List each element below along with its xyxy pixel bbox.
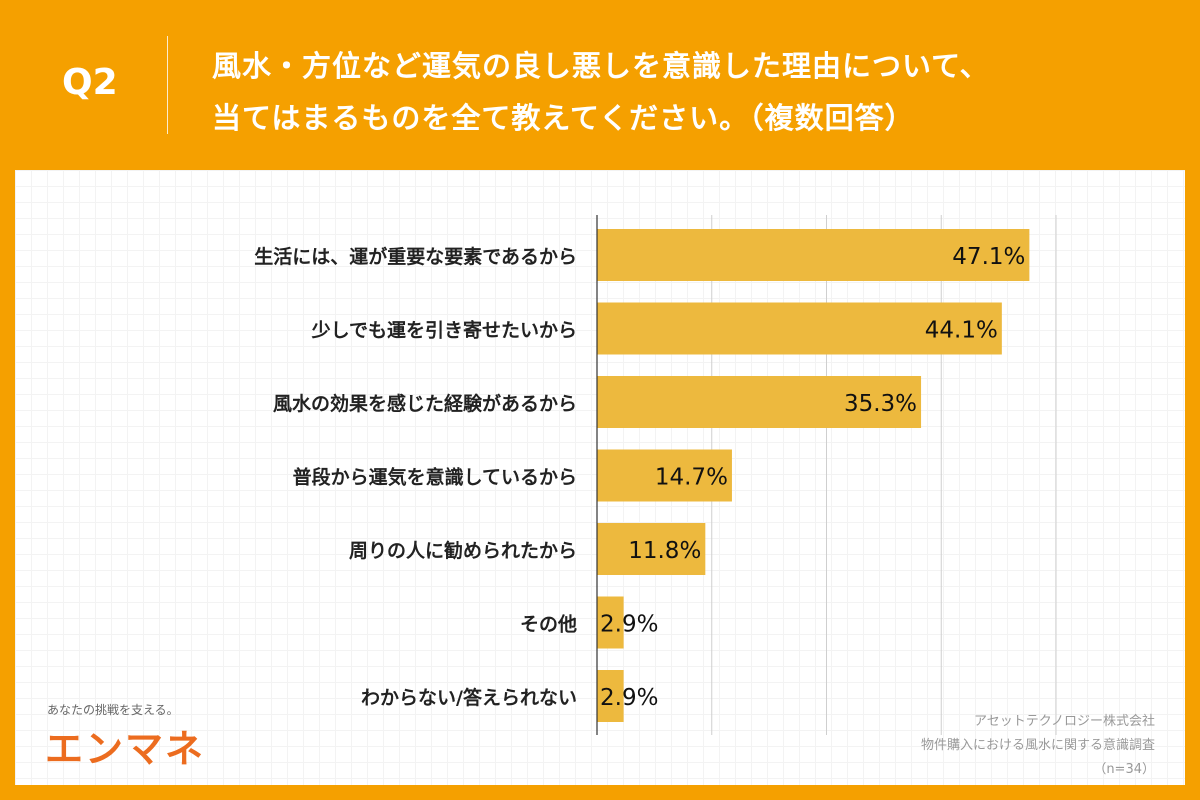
category-label: 周りの人に勧められたから <box>349 539 577 562</box>
data-label: 35.3% <box>844 391 917 417</box>
data-label: 47.1% <box>952 244 1025 270</box>
data-label: 11.8% <box>628 538 701 564</box>
data-label: 14.7% <box>655 465 728 491</box>
bar <box>597 229 1030 281</box>
bar <box>597 449 732 502</box>
category-label: 風水の効果を感じた経験があるから <box>273 392 577 415</box>
category-label: わからない/答えられない <box>361 686 577 709</box>
category-label: 少しでも運を引き寄せたいから <box>311 319 577 342</box>
category-label: その他 <box>520 613 577 636</box>
logo-tagline: あなたの挑戦を支える。 <box>47 703 179 717</box>
bar <box>597 302 1002 355</box>
chart-title: 風水・方位など運気の良し悪しを意識した理由について、 当てはまるものを全て教えて… <box>212 49 990 135</box>
bar <box>597 376 922 428</box>
logo: エンマネ <box>45 727 206 771</box>
sample-size: （n=34） <box>1093 762 1155 777</box>
data-label: 44.1% <box>925 318 998 344</box>
data-label: 2.9% <box>600 612 658 638</box>
category-label: 普段から運気を意識しているから <box>293 466 577 489</box>
header-divider <box>167 36 168 134</box>
category-label: 生活には、運が重要な要素であるから <box>254 245 577 268</box>
source-note: アセットテクノロジー株式会社 物件購入における風水に関する意識調査 （n=34） <box>921 710 1155 782</box>
bar <box>597 523 706 575</box>
source-survey: 物件購入における風水に関する意識調査 <box>920 738 1155 753</box>
question-number: Q2 <box>62 62 118 103</box>
bar <box>597 670 624 722</box>
data-label: 2.9% <box>600 685 658 711</box>
source-company: アセットテクノロジー株式会社 <box>974 714 1155 729</box>
bar <box>597 596 624 649</box>
